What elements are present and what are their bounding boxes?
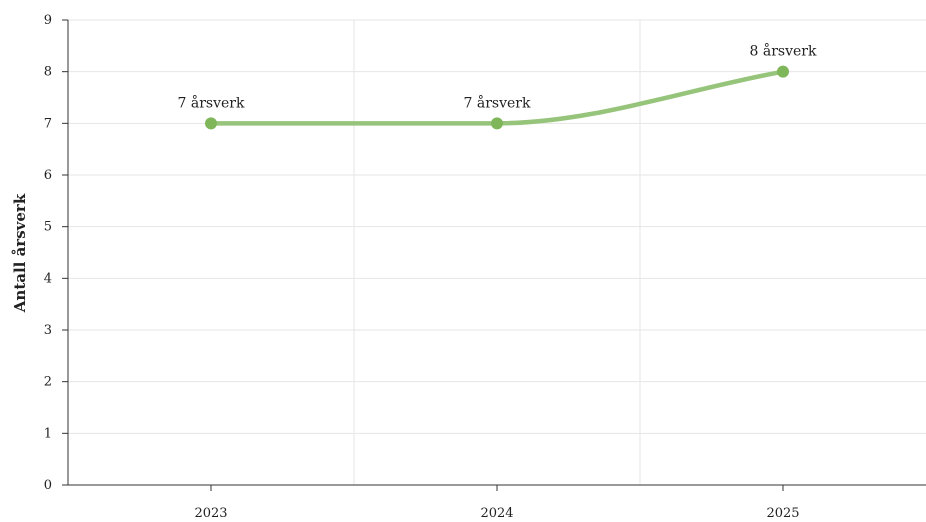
x-tick-label: 2024 (480, 506, 513, 521)
data-label: 7 årsverk (464, 94, 531, 111)
y-tick-label: 0 (44, 478, 52, 493)
axes: 0 1 2 3 4 5 6 7 8 9 2023 2024 2025 (44, 13, 926, 521)
y-tick-label: 2 (44, 375, 52, 390)
data-label: 8 årsverk (750, 43, 817, 60)
data-point-marker[interactable] (205, 117, 217, 130)
grid (68, 19, 926, 485)
y-tick-label: 9 (44, 13, 52, 28)
y-tick-label: 8 (44, 65, 52, 80)
data-point-marker[interactable] (777, 65, 789, 78)
data-label: 7 årsverk (178, 94, 245, 111)
y-axis-title: Antall årsverk (11, 193, 29, 313)
x-tick-label: 2025 (766, 506, 799, 521)
data-point-marker[interactable] (491, 117, 503, 130)
y-tick-label: 6 (44, 168, 52, 183)
data-labels: 7 årsverk 7 årsverk 8 årsverk (178, 43, 817, 112)
x-tick-label: 2023 (194, 506, 227, 521)
y-tick-label: 3 (44, 323, 52, 338)
y-tick-label: 7 (44, 116, 52, 131)
y-tick-label: 5 (44, 220, 52, 235)
series (205, 65, 789, 130)
y-tick-label: 4 (44, 271, 52, 286)
y-tick-label: 1 (44, 426, 52, 441)
